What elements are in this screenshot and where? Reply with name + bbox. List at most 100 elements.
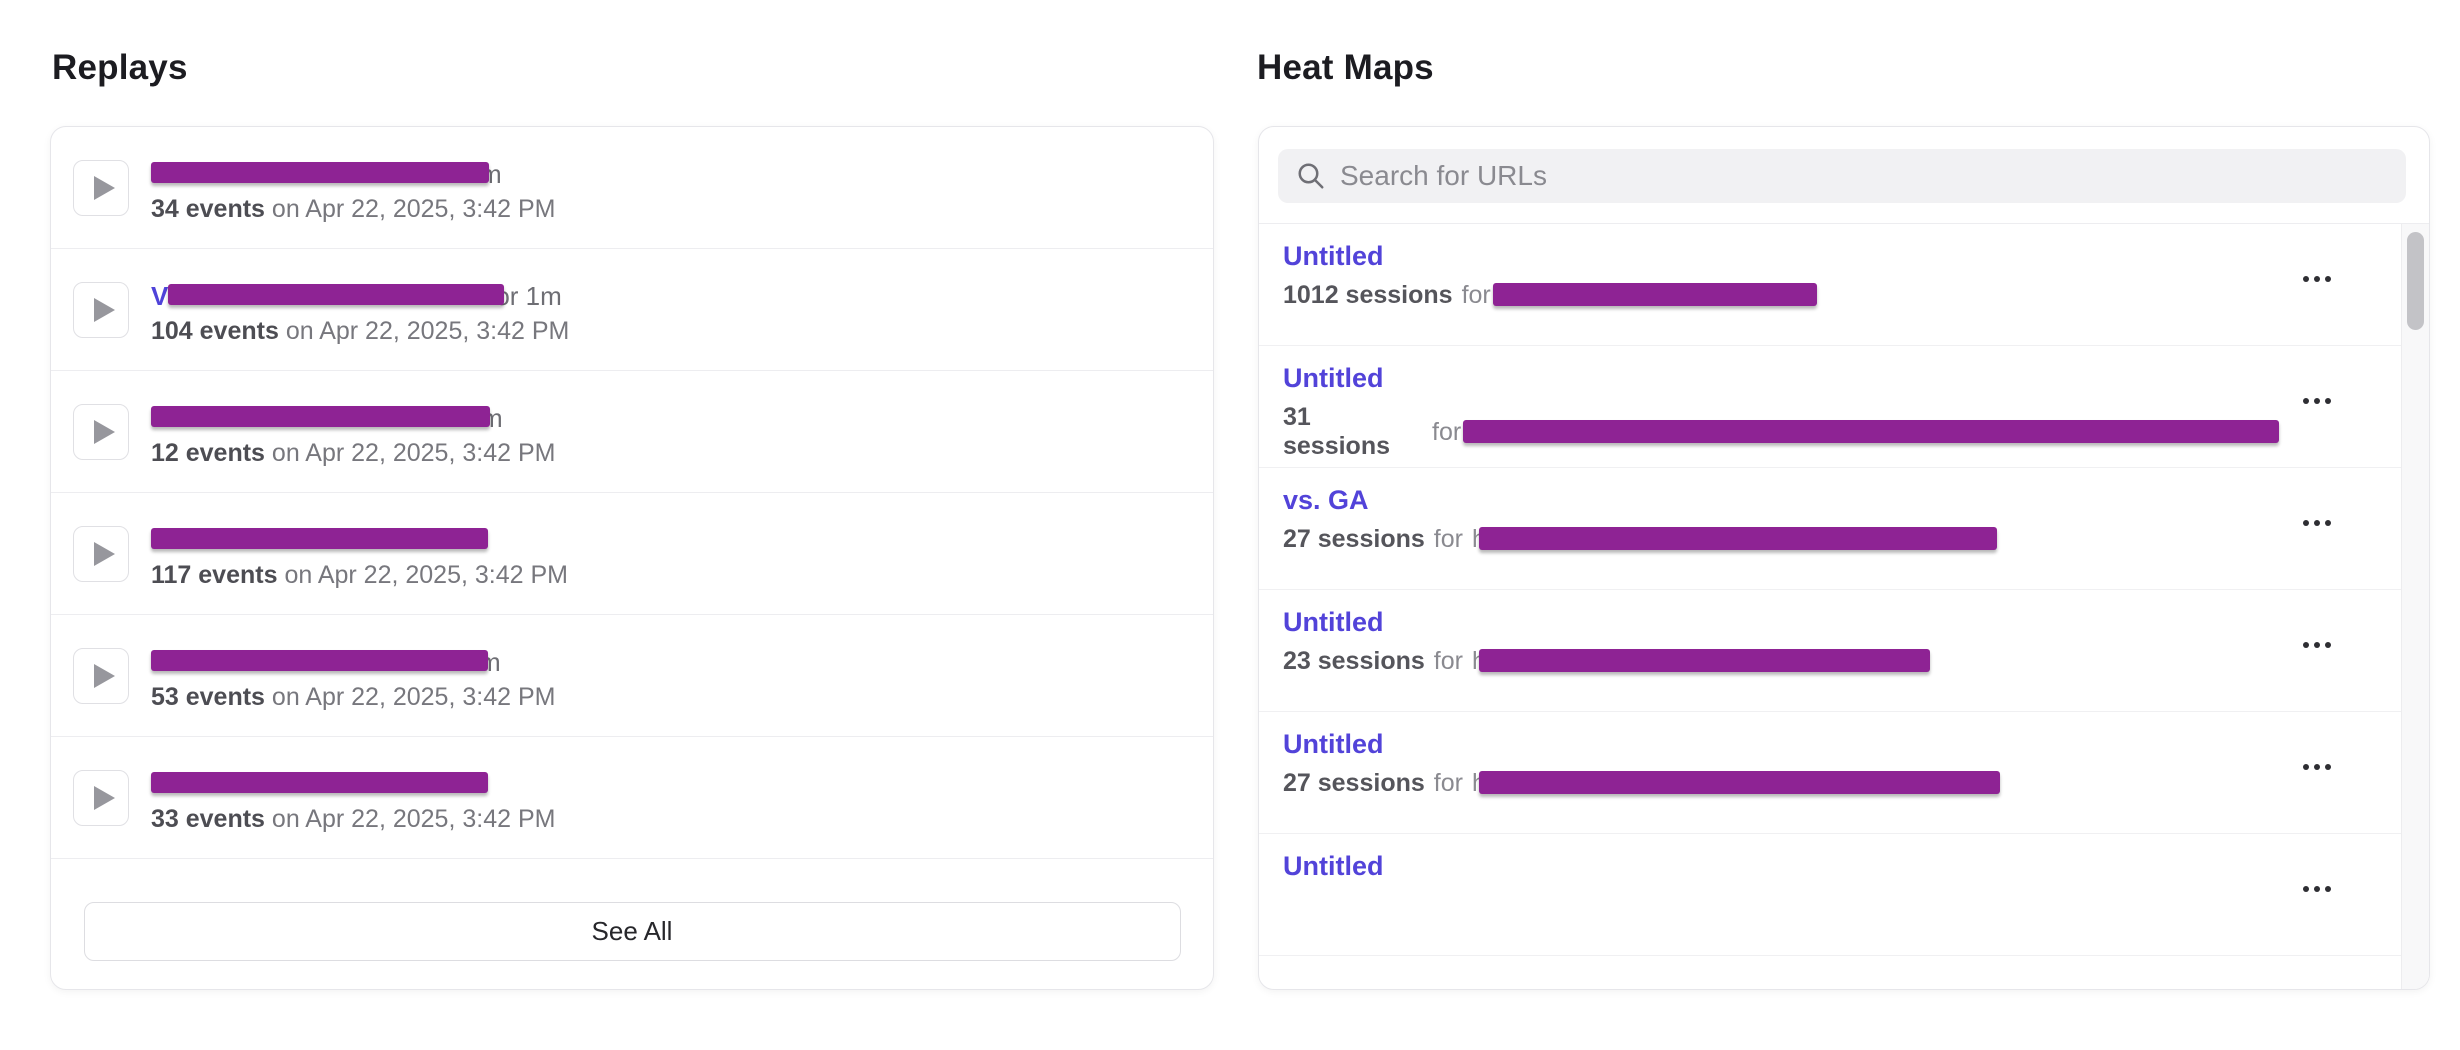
events-count: 34 events	[151, 194, 265, 223]
heatmap-row[interactable]: Untitled 23 sessions for h	[1259, 590, 2429, 712]
redaction-bar	[168, 284, 505, 305]
replay-row[interactable]: m 34 events on Apr 22, 2025, 3:42 PM	[51, 127, 1213, 249]
heatmap-subtitle: 31 sessions for	[1283, 403, 2279, 461]
heatmaps-card: Untitled 1012 sessions for Untitled 31 s…	[1258, 126, 2430, 990]
events-count: 104 events	[151, 316, 279, 345]
replay-info: V or 1m 104 events on Apr 22, 2025, 3:42…	[151, 274, 569, 346]
replay-row[interactable]: 117 events on Apr 22, 2025, 3:42 PM	[51, 493, 1213, 615]
heatmap-subtitle: 27 sessions for h	[1283, 525, 2279, 554]
heatmap-title-link[interactable]: Untitled	[1283, 363, 1384, 393]
events-date: on Apr 22, 2025, 3:42 PM	[271, 682, 556, 711]
play-button[interactable]	[73, 403, 129, 460]
play-icon	[93, 785, 115, 810]
events-date: on Apr 22, 2025, 3:42 PM	[285, 316, 570, 345]
events-count: 12 events	[151, 438, 265, 467]
play-icon	[93, 663, 115, 688]
for-label: for	[1433, 769, 1463, 797]
events-date: on Apr 22, 2025, 3:42 PM	[271, 804, 556, 833]
row-options-menu-icon[interactable]	[2303, 520, 2331, 526]
visitor-name-line[interactable]: m	[151, 403, 555, 434]
replays-footer: See All	[51, 859, 1213, 989]
events-date: on Apr 22, 2025, 3:42 PM	[284, 560, 568, 589]
events-line: 12 events on Apr 22, 2025, 3:42 PM	[151, 439, 555, 468]
url-redaction-bar	[1478, 527, 1997, 550]
replay-info: 117 events on Apr 22, 2025, 3:42 PM	[151, 518, 568, 590]
redaction-bar	[151, 772, 488, 793]
play-icon	[93, 541, 115, 566]
session-count: 27 sessions	[1283, 525, 1425, 553]
heatmaps-scrollbar-track[interactable]	[2401, 224, 2429, 989]
visitor-name-line[interactable]: V or 1m	[151, 281, 569, 312]
events-line: 53 events on Apr 22, 2025, 3:42 PM	[151, 683, 555, 712]
heatmaps-scrollbar-thumb[interactable]	[2407, 232, 2424, 330]
row-options-menu-icon[interactable]	[2303, 642, 2331, 648]
events-line: 117 events on Apr 22, 2025, 3:42 PM	[151, 561, 568, 590]
url-redaction-bar	[1492, 283, 1817, 306]
visit-duration-fragment: or 1m	[495, 281, 562, 311]
play-icon	[93, 297, 115, 322]
play-icon	[93, 419, 115, 444]
url-redaction-bar	[1463, 419, 2279, 443]
see-all-button[interactable]: See All	[83, 902, 1181, 961]
play-button[interactable]	[73, 769, 129, 826]
redaction-bar	[151, 162, 489, 183]
heatmap-subtitle: 1012 sessions for	[1283, 281, 2279, 310]
replay-row[interactable]: m 12 events on Apr 22, 2025, 3:42 PM	[51, 371, 1213, 493]
play-button[interactable]	[73, 525, 129, 582]
replay-row[interactable]: V or 1m 104 events on Apr 22, 2025, 3:42…	[51, 249, 1213, 371]
heatmap-row[interactable]: Untitled	[1259, 834, 2429, 956]
heatmap-title-link[interactable]: Untitled	[1283, 729, 1384, 759]
heatmap-subtitle: 27 sessions for h	[1283, 769, 2279, 798]
heatmaps-section-title: Heat Maps	[1257, 48, 1434, 87]
url-redaction-bar	[1478, 649, 1930, 672]
heatmap-title-link[interactable]: Untitled	[1283, 607, 1384, 637]
visitor-name-line[interactable]: m	[151, 159, 555, 190]
play-button[interactable]	[73, 647, 129, 704]
heatmap-row-partial[interactable]: Untitled	[1259, 956, 2429, 990]
session-count: 1012 sessions	[1283, 281, 1453, 309]
events-count: 53 events	[151, 682, 265, 711]
heatmap-title-link[interactable]: Untitled	[1283, 989, 1384, 990]
for-label: for	[1432, 417, 1462, 446]
visitor-name-line[interactable]	[151, 770, 555, 800]
redaction-bar	[151, 528, 488, 549]
replay-info: m 34 events on Apr 22, 2025, 3:42 PM	[151, 152, 555, 224]
events-count: 117 events	[151, 560, 278, 589]
play-button[interactable]	[73, 281, 129, 338]
events-date: on Apr 22, 2025, 3:42 PM	[271, 438, 556, 467]
replay-row[interactable]: 33 events on Apr 22, 2025, 3:42 PM	[51, 737, 1213, 859]
replays-card: m 34 events on Apr 22, 2025, 3:42 PM V o…	[50, 126, 1214, 990]
events-count: 33 events	[151, 804, 265, 833]
for-label: for	[1433, 525, 1463, 553]
search-input[interactable]	[1340, 160, 2406, 192]
replay-info: 33 events on Apr 22, 2025, 3:42 PM	[151, 762, 555, 834]
play-button[interactable]	[73, 159, 129, 216]
events-line: 33 events on Apr 22, 2025, 3:42 PM	[151, 805, 555, 834]
heatmap-title-link[interactable]: vs. GA	[1283, 485, 1369, 515]
heatmap-subtitle: 23 sessions for h	[1283, 647, 2279, 676]
heatmap-title-link[interactable]: Untitled	[1283, 851, 1384, 881]
heatmap-row[interactable]: vs. GA 27 sessions for h	[1259, 468, 2429, 590]
replay-row[interactable]: m 53 events on Apr 22, 2025, 3:42 PM	[51, 615, 1213, 737]
redaction-bar	[151, 406, 490, 427]
visitor-name-fragment: V	[151, 281, 169, 311]
row-options-menu-icon[interactable]	[2303, 886, 2331, 892]
visitor-name-line[interactable]	[151, 526, 568, 556]
heatmap-row[interactable]: Untitled 27 sessions for h	[1259, 712, 2429, 834]
visitor-name-line[interactable]: m	[151, 647, 555, 678]
events-line: 104 events on Apr 22, 2025, 3:42 PM	[151, 317, 569, 346]
row-options-menu-icon[interactable]	[2303, 398, 2331, 404]
heatmap-row[interactable]: Untitled 1012 sessions for	[1259, 224, 2429, 346]
replays-section-title: Replays	[52, 48, 188, 87]
row-options-menu-icon[interactable]	[2303, 764, 2331, 770]
search-box[interactable]	[1278, 149, 2406, 203]
replay-info: m 12 events on Apr 22, 2025, 3:42 PM	[151, 396, 555, 468]
play-icon	[93, 175, 115, 200]
session-count: 27 sessions	[1283, 769, 1425, 797]
heatmap-title-link[interactable]: Untitled	[1283, 241, 1384, 271]
url-redaction-bar	[1478, 771, 2000, 794]
heatmap-row[interactable]: Untitled 31 sessions for	[1259, 346, 2429, 468]
row-options-menu-icon[interactable]	[2303, 276, 2331, 282]
redaction-bar	[151, 650, 488, 671]
